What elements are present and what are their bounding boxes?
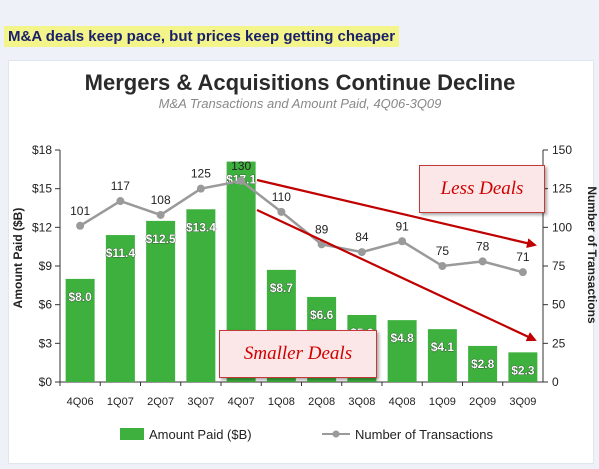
x-tick-label: 3Q07 bbox=[187, 396, 214, 408]
y-tick-label: $18 bbox=[32, 143, 52, 157]
transactions-value-label: 110 bbox=[272, 190, 291, 204]
bar bbox=[387, 320, 417, 382]
bar-value-label: $8.7 bbox=[270, 281, 294, 295]
transactions-point bbox=[357, 248, 366, 257]
transactions-point bbox=[76, 221, 85, 230]
x-tick-label: 1Q08 bbox=[268, 396, 295, 408]
transactions-value-label: 84 bbox=[355, 230, 369, 244]
y-tick-label: $9 bbox=[39, 259, 53, 273]
transactions-value-label: 101 bbox=[70, 204, 90, 218]
y-axis-label: Amount Paid ($B) bbox=[11, 208, 25, 309]
chart-title: Mergers & Acquisitions Continue Decline bbox=[85, 70, 516, 95]
x-tick-label: 4Q08 bbox=[389, 396, 416, 408]
transactions-value-label: 71 bbox=[516, 250, 530, 264]
legend: Amount Paid ($B) Number of Transactions bbox=[120, 427, 494, 442]
bar bbox=[508, 352, 538, 382]
bar bbox=[65, 278, 95, 382]
bar-value-label: $2.3 bbox=[511, 363, 535, 377]
transactions-point bbox=[237, 176, 246, 185]
y-tick-label: $3 bbox=[39, 336, 53, 350]
transactions-point bbox=[518, 268, 527, 277]
bar-value-label: $6.6 bbox=[310, 308, 334, 322]
y-tick-label: $15 bbox=[32, 182, 52, 196]
transactions-point bbox=[398, 237, 407, 246]
bar-value-label: $8.0 bbox=[68, 290, 92, 304]
bar bbox=[186, 209, 216, 382]
y2-tick-label: 25 bbox=[552, 336, 566, 350]
y2-tick-label: 150 bbox=[552, 143, 572, 157]
legend-label-transactions: Number of Transactions bbox=[355, 427, 494, 442]
x-tick-label: 4Q07 bbox=[228, 396, 255, 408]
transactions-value-label: 91 bbox=[395, 219, 409, 233]
transactions-point bbox=[156, 210, 165, 219]
bar-value-label: $4.1 bbox=[431, 340, 455, 354]
x-tick-label: 4Q06 bbox=[67, 396, 94, 408]
y2-tick-label: 0 bbox=[552, 375, 559, 389]
x-tick-label: 3Q08 bbox=[348, 396, 375, 408]
transactions-point bbox=[277, 207, 286, 216]
x-tick-label: 1Q07 bbox=[107, 396, 134, 408]
x-tick-label: 3Q09 bbox=[509, 396, 536, 408]
transactions-value-label: 130 bbox=[231, 159, 251, 173]
legend-label-amount-paid: Amount Paid ($B) bbox=[149, 427, 252, 442]
transactions-point bbox=[116, 197, 125, 206]
transactions-point bbox=[438, 262, 447, 270]
x-tick-label: 2Q09 bbox=[469, 396, 496, 408]
y-tick-label: $6 bbox=[39, 298, 53, 312]
transactions-value-label: 108 bbox=[151, 193, 171, 207]
x-tick-label: 2Q08 bbox=[308, 396, 335, 408]
callout-smaller-deals: Smaller Deals bbox=[219, 330, 377, 378]
y-tick-label: $0 bbox=[39, 375, 53, 389]
arrow-less-deals bbox=[256, 178, 537, 249]
y2-tick-label: 100 bbox=[552, 220, 572, 234]
arrow-smaller-deals bbox=[256, 209, 537, 342]
bar bbox=[105, 235, 135, 382]
transactions-value-label: 78 bbox=[476, 239, 490, 253]
bar bbox=[468, 345, 498, 382]
chart-subtitle: M&A Transactions and Amount Paid, 4Q06-3… bbox=[159, 96, 442, 111]
x-tick-label: 2Q07 bbox=[147, 396, 174, 408]
bar bbox=[146, 220, 176, 382]
transactions-value-label: 125 bbox=[191, 167, 211, 181]
y2-tick-label: 125 bbox=[552, 182, 572, 196]
y2-tick-label: 50 bbox=[552, 298, 566, 312]
bar-value-label: $2.8 bbox=[471, 357, 495, 371]
y2-axis-label: Number of Transactions bbox=[585, 186, 599, 324]
transactions-point bbox=[478, 257, 487, 266]
bar-value-label: $4.8 bbox=[390, 331, 414, 345]
transactions-value-label: 89 bbox=[315, 222, 329, 236]
callout-less-deals: Less Deals bbox=[419, 165, 545, 213]
y2-tick-label: 75 bbox=[552, 259, 566, 273]
bar bbox=[427, 329, 457, 382]
legend-marker-transactions bbox=[332, 430, 340, 438]
chart-panel bbox=[8, 60, 594, 464]
headline: M&A deals keep pace, but prices keep get… bbox=[4, 26, 400, 47]
legend-swatch-amount-paid bbox=[120, 428, 144, 440]
bar-value-label: $11.4 bbox=[106, 246, 136, 260]
transactions-value-label: 117 bbox=[111, 179, 130, 193]
bar-value-label: $13.4 bbox=[186, 220, 216, 234]
y-tick-label: $12 bbox=[32, 220, 52, 234]
transactions-point bbox=[196, 184, 205, 193]
bar-value-label: $12.5 bbox=[146, 232, 176, 246]
transactions-value-label: 75 bbox=[436, 244, 450, 258]
transactions-line bbox=[79, 179, 524, 274]
x-tick-label: 1Q09 bbox=[429, 396, 456, 408]
